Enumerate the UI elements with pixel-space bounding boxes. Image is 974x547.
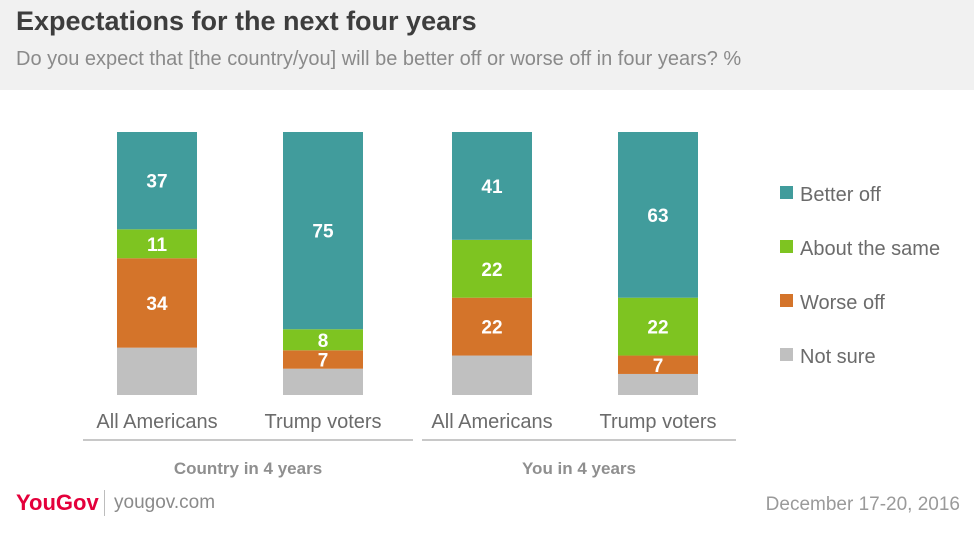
footer-divider: [104, 490, 105, 516]
legend-swatch-better-off: [780, 186, 793, 199]
legend-label-not-sure: Not sure: [800, 346, 876, 368]
bar-segment-worse-off-3: [452, 297, 532, 356]
data-label-about-the-same-4: 22: [647, 318, 668, 339]
bar-segment-not-sure-4: [618, 373, 698, 395]
bar-segment-about-the-same-3: [452, 239, 532, 298]
category-label-1: All Americans: [96, 411, 217, 433]
bar-segment-not-sure-3: [452, 355, 532, 395]
data-label-better-off-1: 37: [146, 172, 167, 193]
group-label-1: Country in 4 years: [174, 459, 322, 478]
legend-swatch-not-sure: [780, 348, 793, 361]
bar-segment-not-sure-2: [283, 368, 363, 395]
header-band: Expectations for the next four years Do …: [0, 0, 974, 90]
bar-segment-about-the-same-2: [283, 329, 363, 351]
data-label-about-the-same-3: 22: [481, 260, 502, 281]
bar-segment-better-off-1: [117, 132, 197, 230]
data-label-better-off-2: 75: [312, 222, 334, 243]
bar-segment-better-off-3: [452, 132, 532, 240]
data-label-better-off-4: 63: [647, 206, 668, 227]
chart-subtitle: Do you expect that [the country/you] wil…: [16, 48, 742, 70]
bar-segment-worse-off-2: [283, 350, 363, 369]
data-label-better-off-3: 41: [481, 177, 503, 198]
data-label-worse-off-1: 34: [146, 294, 168, 315]
bar-segment-better-off-2: [283, 132, 363, 330]
category-label-3: All Americans: [431, 411, 552, 433]
legend-label-better-off: Better off: [800, 184, 881, 206]
data-label-about-the-same-1: 11: [147, 235, 168, 256]
legend-swatch-about-the-same: [780, 240, 793, 253]
legend-label-worse-off: Worse off: [800, 292, 885, 314]
data-label-worse-off-4: 7: [653, 356, 664, 377]
bar-segment-about-the-same-4: [618, 297, 698, 356]
legend-label-about-the-same: About the same: [800, 238, 940, 260]
chart-title: Expectations for the next four years: [16, 6, 477, 36]
bar-segment-better-off-4: [618, 132, 698, 298]
survey-date: December 17-20, 2016: [765, 494, 960, 515]
category-label-2: Trump voters: [264, 411, 381, 433]
data-label-worse-off-3: 22: [481, 318, 502, 339]
bar-segment-about-the-same-1: [117, 229, 197, 259]
data-label-worse-off-2: 7: [318, 350, 329, 371]
group-label-2: You in 4 years: [522, 459, 636, 478]
bar-segment-worse-off-1: [117, 258, 197, 348]
legend-swatch-worse-off: [780, 294, 793, 307]
category-label-4: Trump voters: [599, 411, 716, 433]
data-label-about-the-same-2: 8: [318, 331, 329, 352]
bar-segment-worse-off-4: [618, 355, 698, 374]
yougov-logo: YouGov: [16, 490, 99, 515]
bar-segment-not-sure-1: [117, 347, 197, 395]
footer-site-link[interactable]: yougov.com: [114, 492, 216, 513]
